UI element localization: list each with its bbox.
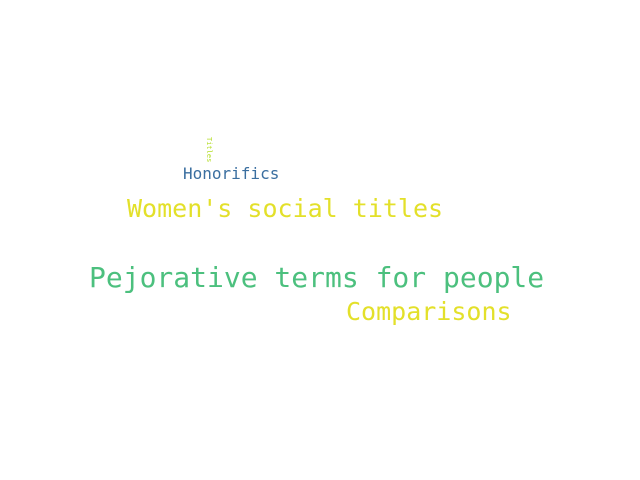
word-womens-social-titles: Women's social titles	[127, 194, 444, 223]
word-comparisons: Comparisons	[346, 297, 512, 326]
word-titles: Titles	[205, 137, 213, 163]
word-pejorative-terms-for-people: Pejorative terms for people	[89, 261, 545, 294]
word-honorifics: Honorifics	[183, 164, 280, 183]
